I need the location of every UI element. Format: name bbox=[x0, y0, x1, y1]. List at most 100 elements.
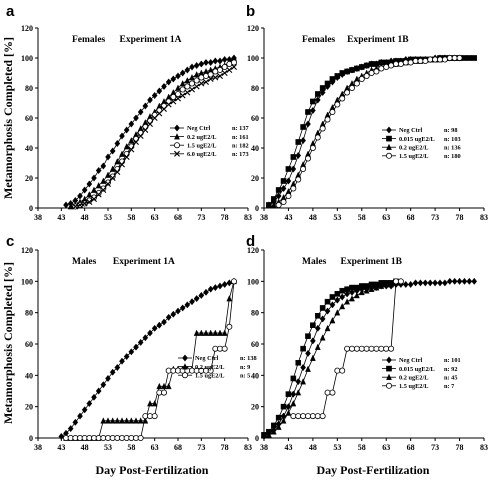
legend-count: n: 101 bbox=[444, 357, 461, 364]
x-tick-label: 78 bbox=[221, 443, 229, 452]
x-tick-label: 78 bbox=[456, 443, 464, 452]
data-point bbox=[95, 191, 102, 198]
legend-count: n: 137 bbox=[232, 125, 249, 132]
data-point bbox=[193, 71, 200, 78]
data-point bbox=[358, 288, 365, 296]
legend-label: 1.5 ugE2/L bbox=[195, 372, 224, 379]
y-tick-label: 100 bbox=[247, 277, 259, 286]
data-point bbox=[165, 382, 172, 390]
data-point bbox=[437, 279, 443, 287]
data-point bbox=[402, 59, 409, 66]
data-point bbox=[368, 61, 375, 67]
legend-marker bbox=[174, 150, 180, 157]
data-point bbox=[270, 422, 277, 429]
data-point bbox=[456, 55, 463, 62]
data-point bbox=[314, 324, 321, 332]
legend-count: n: 180 bbox=[444, 153, 461, 160]
data-point bbox=[402, 280, 409, 288]
y-tick-label: 60 bbox=[25, 340, 33, 349]
data-point bbox=[280, 403, 287, 410]
data-point bbox=[156, 87, 163, 95]
data-point bbox=[300, 345, 306, 352]
legend-count: n: 92 bbox=[444, 366, 457, 373]
x-tick-label: 43 bbox=[284, 213, 292, 222]
data-point bbox=[179, 92, 186, 99]
x-tick-label: 63 bbox=[151, 213, 159, 222]
data-point bbox=[58, 432, 65, 440]
data-point bbox=[217, 57, 223, 65]
data-point bbox=[109, 173, 116, 180]
data-point bbox=[471, 277, 478, 285]
data-point bbox=[373, 345, 380, 352]
data-point bbox=[368, 70, 375, 77]
data-point bbox=[270, 428, 277, 435]
data-point bbox=[300, 363, 306, 372]
data-point bbox=[388, 280, 395, 288]
data-point bbox=[383, 345, 390, 352]
data-point bbox=[319, 85, 326, 91]
data-point bbox=[207, 329, 214, 336]
data-point bbox=[179, 69, 186, 77]
data-point bbox=[285, 192, 292, 199]
data-point bbox=[114, 417, 121, 424]
data-point bbox=[128, 120, 135, 128]
data-point bbox=[305, 349, 311, 357]
y-tick-label: 0 bbox=[29, 434, 33, 443]
legend-label: 0.2 ugE2/L bbox=[195, 364, 224, 371]
data-point bbox=[280, 417, 287, 424]
data-point bbox=[432, 279, 438, 287]
data-point bbox=[397, 61, 404, 68]
x-tick-label: 83 bbox=[244, 443, 252, 452]
data-point bbox=[363, 345, 370, 352]
x-tick-label: 78 bbox=[221, 213, 229, 222]
data-point bbox=[339, 287, 346, 294]
x-tick-label: 43 bbox=[57, 443, 65, 452]
data-point bbox=[324, 389, 331, 396]
data-point bbox=[67, 425, 74, 433]
data-point bbox=[324, 324, 331, 332]
x-axis-title-left: Day Post-Fertilization bbox=[96, 463, 209, 477]
data-point bbox=[189, 63, 195, 71]
legend-count: n: 103 bbox=[444, 136, 461, 143]
x-tick-label: 78 bbox=[456, 213, 464, 222]
series-square bbox=[261, 278, 399, 438]
data-point bbox=[175, 95, 181, 102]
data-point bbox=[344, 286, 350, 292]
data-point bbox=[285, 391, 292, 397]
data-point bbox=[137, 417, 144, 424]
data-point bbox=[137, 338, 144, 346]
data-point bbox=[324, 298, 331, 305]
data-point bbox=[142, 334, 149, 342]
data-point bbox=[212, 329, 219, 336]
data-point bbox=[314, 96, 321, 104]
data-point bbox=[170, 310, 177, 318]
data-point bbox=[344, 89, 351, 96]
data-point bbox=[156, 382, 163, 390]
data-point bbox=[378, 65, 385, 72]
legend: Neg Ctrl n: 137 0.2 ugE2/L n: 161 1.5 ugE2/L… bbox=[170, 124, 249, 158]
data-point bbox=[358, 283, 365, 289]
x-tick-label: 68 bbox=[174, 213, 182, 222]
data-point bbox=[193, 61, 200, 70]
data-point bbox=[226, 67, 233, 73]
legend-marker bbox=[386, 143, 392, 151]
data-point bbox=[72, 418, 79, 426]
y-tick-label: 100 bbox=[247, 54, 259, 63]
data-point bbox=[221, 345, 228, 352]
data-point bbox=[100, 177, 107, 184]
data-point bbox=[329, 389, 336, 396]
data-point bbox=[100, 187, 107, 193]
data-point bbox=[266, 202, 272, 208]
data-point bbox=[304, 413, 311, 420]
data-point bbox=[354, 284, 360, 291]
data-point bbox=[339, 70, 346, 76]
data-point bbox=[203, 329, 209, 336]
data-point bbox=[353, 291, 360, 299]
x-tick-label: 68 bbox=[407, 213, 415, 222]
legend: Neg Ctrl n: 101 0.015 ugE2/L n: 92 0.2 ugE2/… bbox=[382, 356, 461, 390]
data-point bbox=[309, 144, 316, 151]
data-point bbox=[358, 76, 365, 83]
x-tick-label: 73 bbox=[431, 213, 439, 222]
data-point bbox=[280, 178, 287, 184]
data-point bbox=[170, 94, 177, 101]
